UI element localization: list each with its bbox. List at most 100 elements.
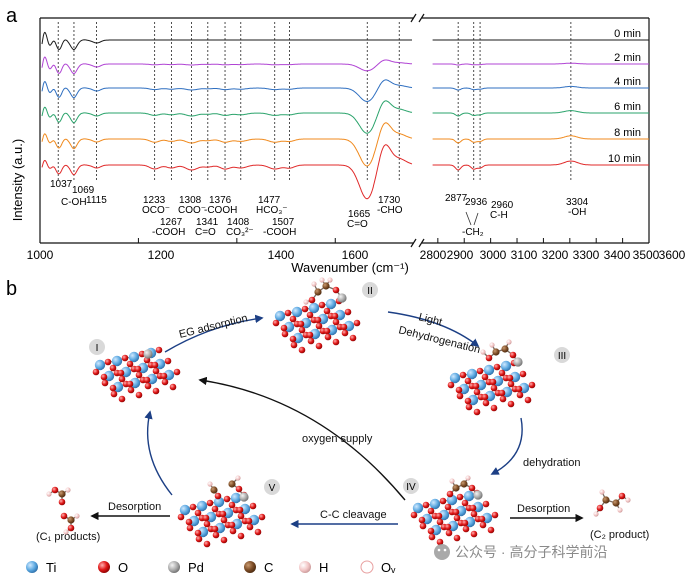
atom-o — [173, 368, 181, 376]
atom-o — [189, 503, 197, 511]
atom-h — [593, 511, 599, 517]
atom-o — [452, 508, 460, 516]
series-label-10min: 10 min — [608, 153, 641, 165]
atom-o — [92, 368, 100, 376]
peak-label-2877: 2877 — [445, 193, 468, 204]
peak-label-3304: 3304 — [566, 197, 589, 208]
atom-o — [67, 524, 75, 532]
atom-o — [258, 513, 266, 521]
peak-label-coh: C-OH — [61, 197, 87, 208]
atom-o — [476, 367, 484, 375]
atom-ti — [291, 306, 303, 318]
x-tick-label: 1000 — [27, 248, 54, 262]
atom-o — [332, 338, 340, 346]
atom-o — [427, 527, 435, 535]
atom-ti — [412, 502, 424, 514]
wechat-icon — [434, 544, 450, 560]
peak-label-co3: CO₃²⁻ — [226, 227, 254, 238]
peak-label-cooh3: -COOH — [263, 227, 296, 238]
atom-h — [74, 513, 80, 519]
atom-ti — [179, 504, 191, 516]
peak-annotations: 1037 1069 C-OH 1115 1233 OCO⁻ 1267 -COOH… — [50, 179, 589, 238]
legend-o: O — [98, 560, 128, 575]
atom-o — [161, 378, 169, 386]
label-dehydration: dehydration — [523, 457, 581, 469]
atom-o — [324, 333, 332, 341]
atom-ti — [449, 372, 461, 384]
atom-o — [237, 532, 245, 540]
atom-h — [46, 491, 52, 497]
atom-o — [235, 485, 243, 493]
atom-ti — [111, 355, 123, 367]
atom-o — [468, 484, 476, 492]
atom-o — [478, 515, 486, 523]
atom-h — [63, 529, 69, 535]
label-desorption-right: Desorption — [517, 503, 570, 515]
atom-o — [126, 360, 134, 368]
label-eg-adsorption: EG adsorption — [178, 312, 249, 341]
structure-state-IV — [410, 475, 499, 546]
atom-o — [118, 395, 126, 403]
atom-o — [185, 518, 193, 526]
atom-o — [332, 318, 340, 326]
atom-o — [135, 371, 143, 379]
atom-o — [254, 528, 262, 536]
panel-b-letter: b — [6, 278, 17, 300]
atom-o — [482, 399, 490, 407]
label-cc-cleavage: C-C cleavage — [320, 509, 387, 521]
atom-ti — [213, 496, 225, 508]
atom-o — [164, 357, 172, 365]
atom-o — [135, 391, 143, 399]
arrow-eg-adsorption — [164, 314, 264, 353]
atom-c — [67, 516, 75, 524]
arrow-dehydration — [490, 417, 523, 475]
atom-o — [203, 540, 211, 548]
atom-o — [308, 296, 316, 304]
x-tick-label: 2800 — [420, 248, 447, 262]
atom-o — [323, 327, 331, 335]
atom-c — [612, 499, 620, 507]
label-light: Light — [417, 311, 443, 328]
atom-o — [481, 373, 489, 381]
structure-c1-products — [46, 486, 80, 535]
atom-o — [340, 323, 348, 331]
spectrum-4min-R — [432, 85, 649, 91]
atom-o — [470, 530, 478, 538]
atom-o — [596, 504, 604, 512]
peak-label-1341: 1341 — [196, 217, 219, 228]
svg-text:O: O — [118, 560, 128, 575]
svg-text:C: C — [264, 560, 273, 575]
atom-o — [160, 372, 168, 380]
spectra — [41, 31, 649, 200]
atom-o — [507, 400, 515, 408]
atom-h — [319, 277, 325, 283]
atom-o — [202, 514, 210, 522]
atom-o — [353, 319, 361, 327]
atom-h — [207, 481, 213, 487]
peak-label-2960: 2960 — [491, 200, 514, 211]
atom-h — [506, 339, 512, 345]
ch2-pointer-arrows — [465, 211, 479, 226]
x-tick-labels: 1000 1200 1400 1600 2800 2900 3000 3100 … — [27, 248, 685, 262]
x-ticks — [39, 238, 650, 243]
atom-o — [117, 369, 125, 377]
spectrum-8min-R — [432, 135, 649, 144]
spectrum-8min-L — [41, 122, 413, 167]
atom-o — [58, 498, 66, 506]
watermark-text: 公众号 · 高分子科学前沿 — [455, 544, 607, 560]
atom-o — [618, 492, 626, 500]
step-labels: EG adsorption Light Dehydrogenation dehy… — [36, 311, 649, 543]
peak-label-1308: 1308 — [179, 195, 202, 206]
peak-label-cho: -CHO — [377, 205, 403, 216]
atom-o — [212, 531, 220, 539]
atom-o — [453, 514, 461, 522]
atom-o — [439, 497, 447, 505]
atom-o — [461, 499, 469, 507]
atom-o — [127, 386, 135, 394]
atom-o — [152, 387, 160, 395]
x-tick-label: 1200 — [148, 248, 175, 262]
molecular-structures — [46, 277, 631, 548]
state-badge-IV: IV — [403, 478, 419, 494]
panel-a-letter: a — [6, 5, 18, 27]
atom-ti — [196, 500, 208, 512]
